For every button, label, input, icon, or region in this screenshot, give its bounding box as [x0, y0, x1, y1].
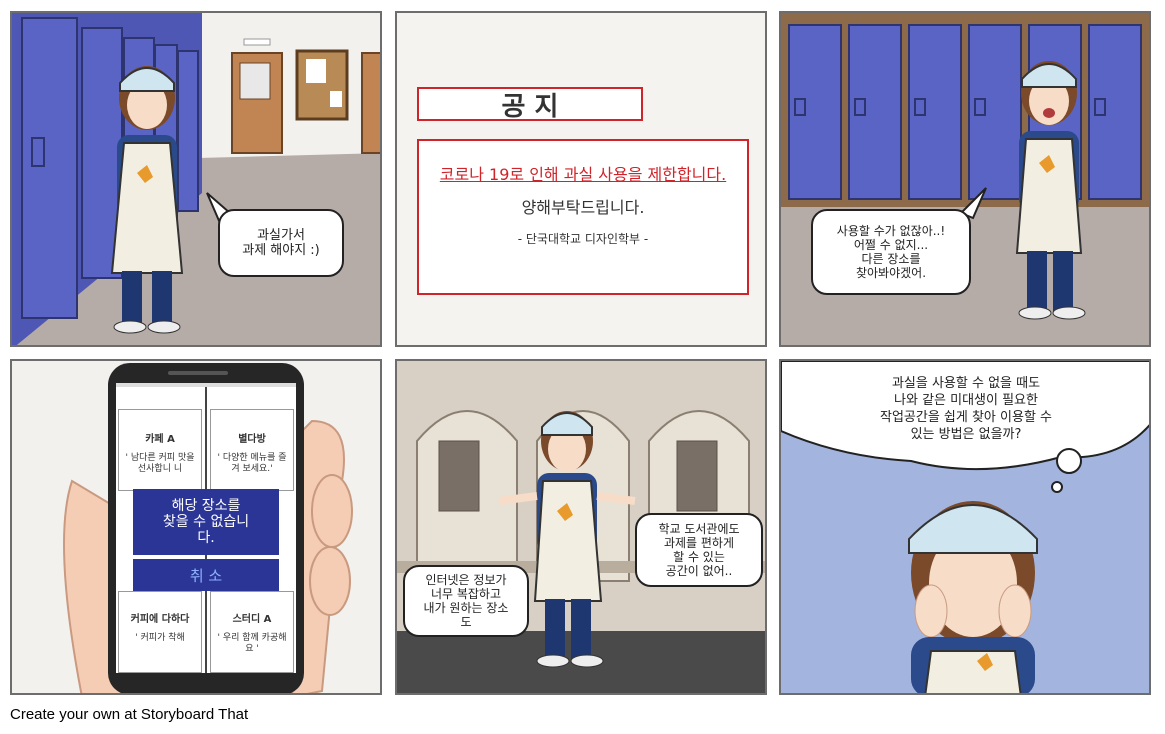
speech-bubble-left: 인터넷은 정보가 너무 복잡하고 내가 원하는 장소 도: [403, 565, 529, 637]
cancel-button[interactable]: 취 소: [133, 559, 279, 591]
panel-6: 과실을 사용할 수 없을 때도 나와 같은 미대생이 필요한 작업공간을 쉽게 …: [779, 359, 1151, 695]
student-character: [498, 411, 636, 668]
panel-1: 과실가서 과제 해야지 :): [10, 11, 382, 347]
storyboard-credit[interactable]: Create your own at Storyboard That: [10, 706, 249, 723]
panel-2: 공 지 코로나 19로 인해 과실 사용을 제한합니다. 양해부탁드립니다. -…: [395, 11, 767, 347]
student-character: [908, 501, 1038, 693]
panel-4: 카페 A ' 남다른 커피 맛을 선사합니 니 별다방 ' 다양한 메뉴를 즐겨…: [10, 359, 382, 695]
list-item[interactable]: 카페 A ' 남다른 커피 맛을 선사합니 니: [118, 409, 202, 491]
student-character: [110, 66, 184, 334]
thinking-scene: [781, 361, 1149, 693]
list-item[interactable]: 별다방 ' 다양한 메뉴를 즐겨 보세요.': [210, 409, 294, 491]
notice-thanks: 양해부탁드립니다.: [521, 198, 645, 217]
panel-3: 사용할 수가 없잖아..! 어쩔 수 없지... 다른 장소를 찾아봐야겠어.: [779, 11, 1151, 347]
speech-text: 사용할 수가 없잖아..! 어쩔 수 없지... 다른 장소를 찾아봐야겠어.: [836, 224, 946, 280]
list-item[interactable]: 커피에 다하다 ' 커피가 착해: [118, 591, 202, 673]
phone: 카페 A ' 남다른 커피 맛을 선사합니 니 별다방 ' 다양한 메뉴를 즐겨…: [108, 363, 304, 693]
speech-bubble-right: 학교 도서관에도 과제를 편하게 할 수 있는 공간이 없어..: [635, 513, 763, 587]
card-desc: ' 우리 함께 카공해요 ': [217, 633, 287, 654]
card-desc: ' 남다른 커피 맛을 선사합니 니: [125, 453, 195, 474]
speech-text: 학교 도서관에도 과제를 편하게 할 수 있는 공간이 없어..: [658, 522, 740, 578]
speech-bubble: 과실가서 과제 해야지 :): [218, 209, 344, 277]
speech-text: 인터넷은 정보가 너무 복잡하고 내가 원하는 장소 도: [423, 573, 509, 629]
phone-speaker: [168, 371, 228, 375]
card-desc: ' 커피가 착해: [135, 633, 185, 643]
dialog-message: 해당 장소를 찾을 수 없습니 다.: [133, 489, 279, 555]
error-dialog: 해당 장소를 찾을 수 없습니 다. 취 소: [133, 489, 279, 593]
panel-5: 학교 도서관에도 과제를 편하게 할 수 있는 공간이 없어.. 인터넷은 정보…: [395, 359, 767, 695]
speech-bubble: 사용할 수가 없잖아..! 어쩔 수 없지... 다른 장소를 찾아봐야겠어.: [811, 209, 971, 295]
notice-body-box: 코로나 19로 인해 과실 사용을 제한합니다. 양해부탁드립니다. - 단국대…: [417, 139, 749, 295]
phone-screen: 카페 A ' 남다른 커피 맛을 선사합니 니 별다방 ' 다양한 메뉴를 즐겨…: [116, 383, 296, 673]
notice-line: 코로나 19로 인해 과실 사용을 제한합니다.: [439, 165, 727, 184]
student-character: [1015, 61, 1086, 320]
notice-signature: - 단국대학교 디자인학부 -: [517, 232, 649, 246]
card-title: 카페 A: [145, 434, 175, 445]
card-title: 커피에 다하다: [130, 614, 190, 625]
locker-scene: [781, 13, 1149, 345]
list-item[interactable]: 스터디 A ' 우리 함께 카공해요 ': [210, 591, 294, 673]
card-title: 스터디 A: [232, 614, 272, 625]
hallway-scene: [12, 13, 380, 345]
thought-bubble-text: 과실을 사용할 수 없을 때도 나와 같은 미대생이 필요한 작업공간을 쉽게 …: [879, 376, 1052, 442]
card-title: 별다방: [238, 434, 266, 445]
speech-text: 과실가서 과제 해야지 :): [242, 228, 320, 258]
notice-title-box: 공 지: [417, 87, 643, 122]
card-desc: ' 다양한 메뉴를 즐겨 보세요.': [217, 453, 287, 474]
notice-title: 공 지: [501, 91, 559, 122]
